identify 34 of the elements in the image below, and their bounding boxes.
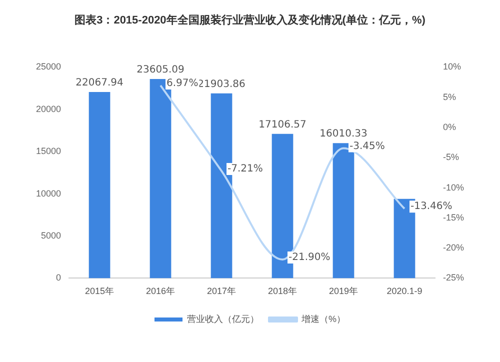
y2-tick-label: -25% xyxy=(442,272,464,283)
x-tick-label: 2016年 xyxy=(146,286,176,296)
x-tick-label: 2017年 xyxy=(206,286,236,296)
chart-title: 图表3：2015-2020年全国服装行业营业收入及变化情况(单位：亿元，%) xyxy=(74,14,426,27)
data-label: 6.97% xyxy=(166,78,198,90)
legend-label: 营业收入（亿元） xyxy=(187,314,259,324)
y2-tick-label: 0% xyxy=(442,122,456,132)
y2-tick-label: -5% xyxy=(442,152,460,162)
y-tick-label: 20000 xyxy=(36,104,62,114)
y2-tick-label: -10% xyxy=(442,182,464,192)
y-tick-label: 10000 xyxy=(36,188,62,198)
data-label: -3.45% xyxy=(350,140,385,152)
y-tick-label: 15000 xyxy=(36,146,62,156)
y2-tick-label: -15% xyxy=(442,212,464,222)
y-tick-label: 0 xyxy=(56,272,62,283)
x-tick-label: 2020.1-9 xyxy=(386,286,422,296)
data-label: 21903.86 xyxy=(198,78,246,90)
bar xyxy=(88,92,110,278)
data-label: 23605.09 xyxy=(136,64,184,76)
data-label: 16010.33 xyxy=(320,128,368,140)
y2-tick-label: 5% xyxy=(442,92,456,102)
y2-tick-label: -20% xyxy=(442,242,464,253)
x-tick-label: 2019年 xyxy=(328,286,358,296)
y2-tick-label: 10% xyxy=(442,62,462,72)
data-label: -21.90% xyxy=(288,252,330,264)
legend-label: 增速（%） xyxy=(300,314,346,324)
y-tick-label: 25000 xyxy=(36,62,62,72)
data-label: 17106.57 xyxy=(258,119,306,130)
x-tick-label: 2015年 xyxy=(85,286,114,296)
x-tick-label: 2018年 xyxy=(268,286,298,296)
y-tick-label: 5000 xyxy=(40,230,62,240)
data-label: -7.21% xyxy=(228,164,263,175)
data-label: 22067.94 xyxy=(76,78,124,89)
data-label: -13.46% xyxy=(410,201,452,212)
